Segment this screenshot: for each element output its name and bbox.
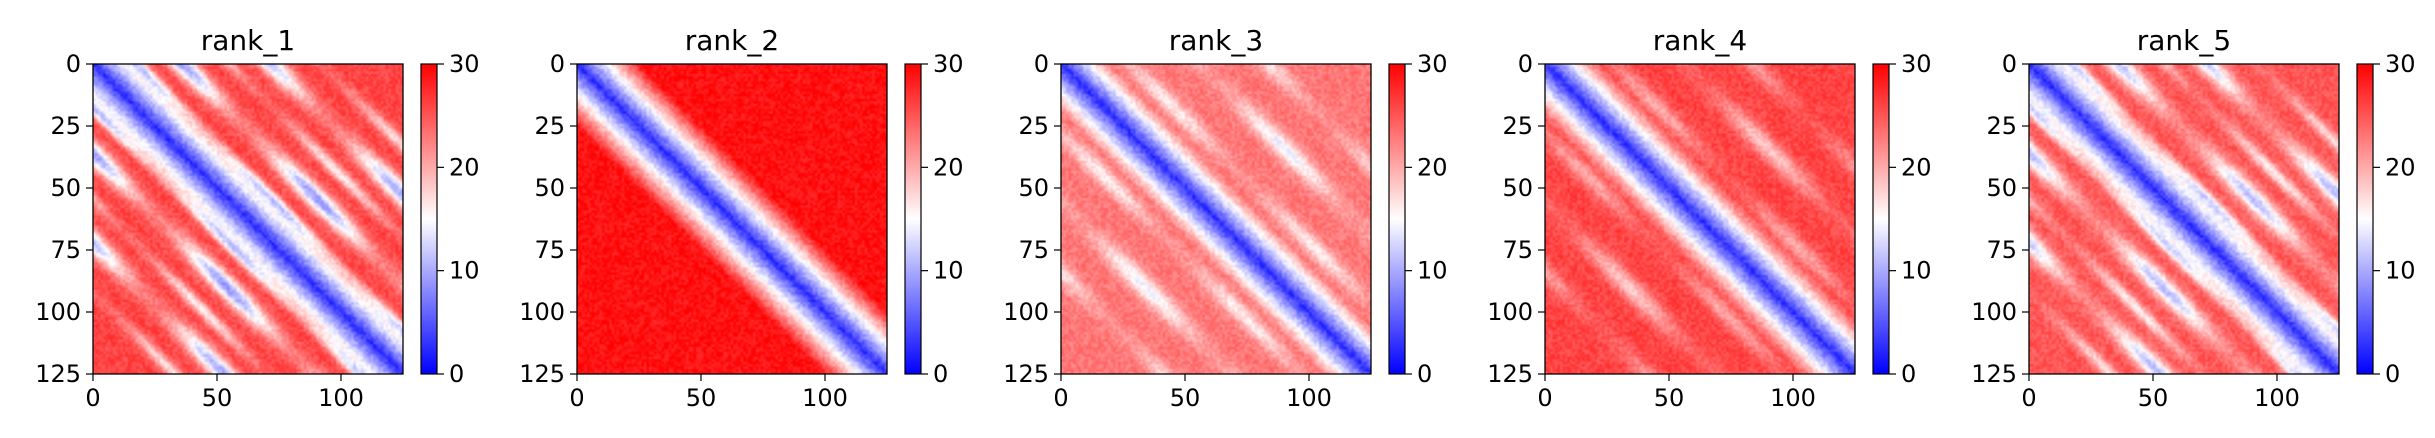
colorbar-tick-label: 20 [933,153,964,181]
y-tick-label: 75 [534,236,565,264]
chart-title: rank_5 [2137,24,2231,57]
y-tick-label: 75 [1018,236,1049,264]
y-tick-label: 50 [1502,174,1533,202]
heatmap-image [2029,64,2339,374]
y-tick-label: 0 [66,50,81,78]
chart-title: rank_4 [1653,24,1747,57]
y-tick-label: 25 [50,112,81,140]
axes-frame [1544,63,1856,375]
y-tick-label: 25 [534,112,565,140]
x-tick-label: 100 [318,384,364,412]
x-tick-label: 100 [1286,384,1332,412]
y-tick-label: 50 [50,174,81,202]
colorbar-tick-label: 0 [2385,360,2400,388]
x-tick-label: 0 [1053,384,1068,412]
x-tick-label: 0 [2021,384,2036,412]
x-tick-label: 50 [1170,384,1201,412]
colorbar-tick-label: 30 [1901,50,1932,78]
y-tick-label: 75 [1502,236,1533,264]
heatmap-image [1061,64,1371,374]
colorbar [420,63,438,375]
colorbar-tick-label: 0 [933,360,948,388]
x-tick-label: 0 [569,384,584,412]
x-tick-label: 0 [1537,384,1552,412]
colorbar-tick-label: 10 [1417,257,1448,285]
chart-title: rank_3 [1169,24,1263,57]
y-tick-label: 100 [1487,298,1533,326]
colorbar-tick-label: 30 [933,50,964,78]
chart-title: rank_1 [201,24,295,57]
y-tick-label: 75 [1986,236,2017,264]
y-tick-label: 100 [1003,298,1049,326]
y-tick-label: 25 [1502,112,1533,140]
y-tick-label: 100 [35,298,81,326]
axes-frame [1060,63,1372,375]
y-tick-label: 0 [550,50,565,78]
y-tick-label: 50 [1018,174,1049,202]
colorbar-tick-label: 0 [1901,360,1916,388]
colorbar-tick-label: 30 [449,50,480,78]
colorbar-tick-label: 10 [2385,257,2416,285]
heatmap-image [1545,64,1855,374]
y-tick-label: 50 [1986,174,2017,202]
y-tick-label: 100 [1971,298,2017,326]
y-tick-label: 100 [519,298,565,326]
x-tick-label: 50 [686,384,717,412]
axes-frame [576,63,888,375]
x-tick-label: 100 [802,384,848,412]
colorbar-tick-label: 0 [1417,360,1432,388]
x-tick-label: 50 [2138,384,2169,412]
axes-frame [2028,63,2340,375]
y-tick-label: 125 [519,360,565,388]
colorbar [1872,63,1890,375]
y-tick-label: 50 [534,174,565,202]
colorbar [904,63,922,375]
x-tick-label: 0 [85,384,100,412]
axes-frame [92,63,404,375]
y-tick-label: 125 [35,360,81,388]
y-tick-label: 0 [2002,50,2017,78]
colorbar-tick-label: 20 [449,153,480,181]
y-tick-label: 25 [1018,112,1049,140]
colorbar [1388,63,1406,375]
y-tick-label: 125 [1487,360,1533,388]
x-tick-label: 50 [202,384,233,412]
colorbar-tick-label: 10 [933,257,964,285]
y-tick-label: 0 [1034,50,1049,78]
colorbar-tick-label: 20 [1417,153,1448,181]
heatmap-image [93,64,403,374]
x-tick-label: 100 [1770,384,1816,412]
colorbar [2356,63,2374,375]
colorbar-tick-label: 20 [2385,153,2416,181]
y-tick-label: 125 [1003,360,1049,388]
y-tick-label: 75 [50,236,81,264]
x-tick-label: 100 [2254,384,2300,412]
heatmap-image [577,64,887,374]
y-tick-label: 0 [1518,50,1533,78]
y-tick-label: 25 [1986,112,2017,140]
y-tick-label: 125 [1971,360,2017,388]
colorbar-tick-label: 10 [1901,257,1932,285]
x-tick-label: 50 [1654,384,1685,412]
colorbar-tick-label: 30 [2385,50,2416,78]
colorbar-tick-label: 30 [1417,50,1448,78]
chart-title: rank_2 [685,24,779,57]
colorbar-tick-label: 10 [449,257,480,285]
colorbar-tick-label: 0 [449,360,464,388]
colorbar-tick-label: 20 [1901,153,1932,181]
